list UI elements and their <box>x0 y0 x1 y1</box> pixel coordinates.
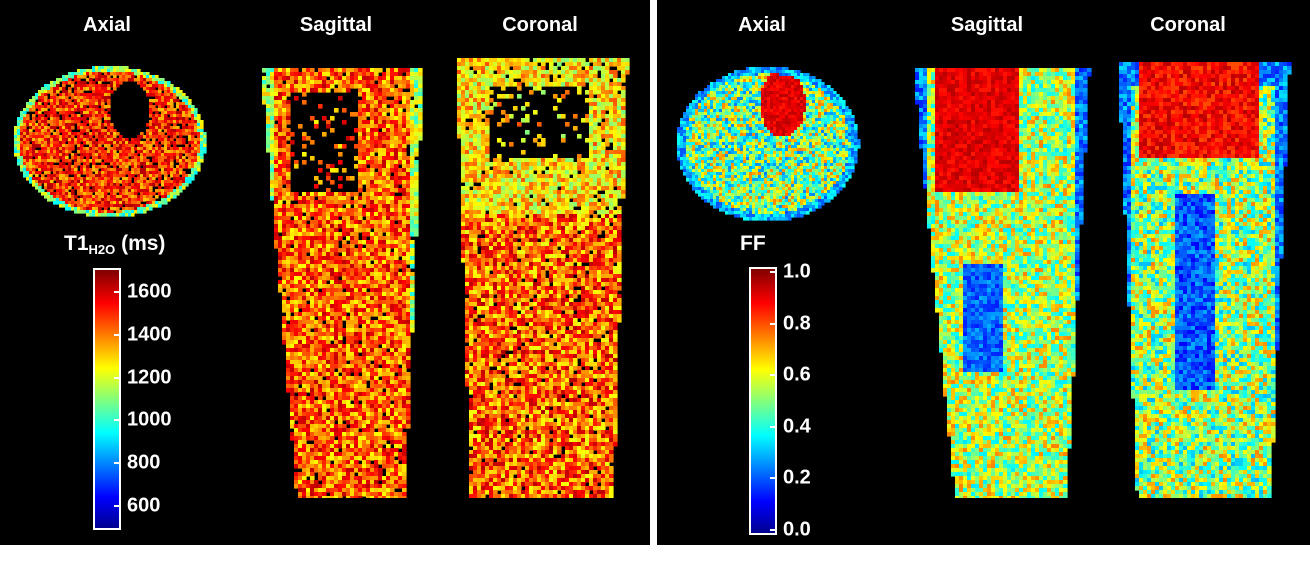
colorbar-tick-label: 0.6 <box>783 363 811 386</box>
t1-coronal-image <box>457 58 630 498</box>
t1-colorbar-title: T1H2O (ms) <box>64 232 166 257</box>
colorbar-tick-mark <box>770 322 775 325</box>
colorbar-tick-mark <box>770 425 775 428</box>
colorbar-tick-label: 1400 <box>127 323 172 346</box>
colorbar-tick-mark <box>114 333 119 336</box>
colorbar-tick-label: 0.0 <box>783 518 811 541</box>
colorbar-tick-mark <box>770 528 775 531</box>
colorbar-tick-mark <box>114 290 119 293</box>
sagittal-label: Sagittal <box>299 14 373 36</box>
colorbar-tick-label: 1600 <box>127 280 172 303</box>
colorbar-tick-label: 0.8 <box>783 312 811 335</box>
t1-colorbar <box>93 268 121 530</box>
ff-coronal-image <box>1119 62 1292 498</box>
colorbar-tick-mark <box>770 374 775 377</box>
t1-sagittal-image <box>262 68 423 498</box>
axial-label: Axial <box>738 14 786 36</box>
t1-map-panel: Axial Sagittal Coronal T1H2O (ms) 1600 14… <box>0 0 650 545</box>
colorbar-tick-label: 800 <box>127 451 161 474</box>
colorbar-tick-mark <box>114 419 119 422</box>
sagittal-label: Sagittal <box>950 14 1024 36</box>
t1-axial-image <box>14 66 207 217</box>
coronal-label: Coronal <box>502 14 578 36</box>
colorbar-tick-label: 1200 <box>127 366 172 389</box>
colorbar-tick-label: 1000 <box>127 408 172 431</box>
colorbar-tick-mark <box>114 462 119 465</box>
colorbar-tick-label: 600 <box>127 494 161 517</box>
axial-label: Axial <box>83 14 131 36</box>
colorbar-tick-mark <box>770 477 775 480</box>
colorbar-tick-label: 0.4 <box>783 415 811 438</box>
ff-colorbar <box>749 267 777 535</box>
ff-map-panel: Axial Sagittal Coronal FF 1.0 0.8 0.6 0.4 0.… <box>657 0 1310 545</box>
colorbar-tick-mark <box>114 376 119 379</box>
ff-axial-image <box>677 67 861 221</box>
colorbar-tick-mark <box>770 271 775 274</box>
coronal-label: Coronal <box>1150 14 1226 36</box>
colorbar-tick-label: 0.2 <box>783 466 811 489</box>
colorbar-tick-label: 1.0 <box>783 260 811 283</box>
ff-sagittal-image <box>915 68 1092 498</box>
colorbar-tick-mark <box>114 505 119 508</box>
ff-colorbar-title: FF <box>740 232 766 255</box>
